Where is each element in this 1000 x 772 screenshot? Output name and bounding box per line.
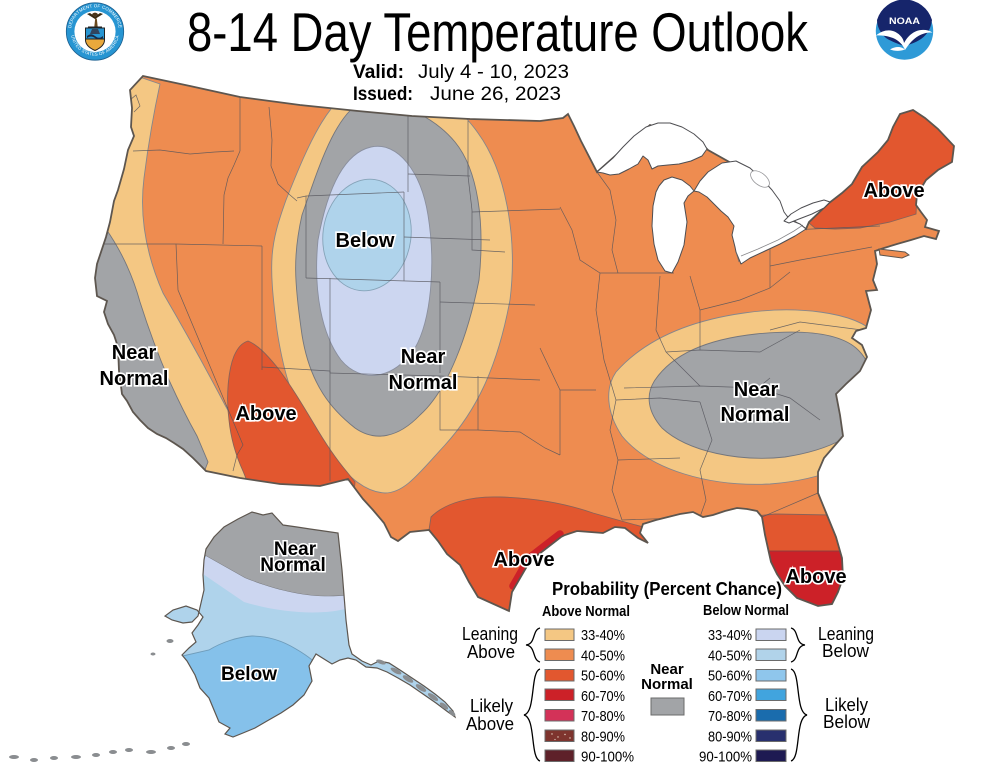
svg-text:Near: Near	[734, 379, 779, 401]
svg-text:60-70%: 60-70%	[581, 688, 625, 705]
svg-text:NOAA: NOAA	[889, 16, 920, 27]
svg-text:70-80%: 70-80%	[708, 708, 752, 725]
svg-text:Above: Above	[493, 549, 554, 571]
svg-text:33-40%: 33-40%	[581, 627, 625, 644]
svg-text:Below: Below	[336, 230, 395, 252]
svg-text:Above: Above	[467, 642, 515, 662]
svg-text:70-80%: 70-80%	[581, 708, 625, 725]
svg-text:Valid:July 4 - 10, 2023: Valid: July 4 - 10, 2023	[353, 62, 569, 83]
svg-text:Above Normal: Above Normal	[542, 603, 630, 620]
svg-text:Normal: Normal	[641, 676, 693, 693]
svg-text:40-50%: 40-50%	[581, 647, 625, 664]
svg-text:Normal: Normal	[389, 372, 458, 394]
svg-text:Near: Near	[112, 342, 157, 364]
svg-text:Below: Below	[823, 712, 871, 732]
svg-text:Near: Near	[401, 346, 446, 368]
svg-text:Below: Below	[822, 641, 870, 661]
svg-text:40-50%: 40-50%	[708, 647, 752, 664]
svg-text:Issued:June 26, 2023: Issued: June 26, 2023	[353, 84, 561, 105]
svg-text:Normal: Normal	[100, 368, 169, 390]
svg-text:60-70%: 60-70%	[708, 688, 752, 705]
svg-text:Likely: Likely	[470, 696, 513, 716]
svg-text:Likely: Likely	[825, 695, 868, 715]
svg-text:Above: Above	[785, 566, 846, 588]
svg-text:Above: Above	[235, 403, 296, 425]
svg-text:80-90%: 80-90%	[708, 728, 752, 745]
svg-text:Leaning: Leaning	[818, 624, 874, 644]
svg-text:Near: Near	[650, 661, 684, 678]
svg-text:33-40%: 33-40%	[708, 627, 752, 644]
svg-text:Below Normal: Below Normal	[703, 602, 789, 619]
svg-text:90-100%: 90-100%	[699, 749, 752, 766]
svg-text:Probability (Percent Chance): Probability (Percent Chance)	[552, 579, 782, 599]
svg-text:8-14 Day Temperature Outlook: 8-14 Day Temperature Outlook	[187, 1, 808, 63]
svg-text:Near: Near	[274, 539, 317, 560]
svg-text:Normal: Normal	[260, 555, 325, 576]
svg-text:50-60%: 50-60%	[708, 668, 752, 685]
svg-text:50-60%: 50-60%	[581, 668, 625, 685]
svg-text:Above: Above	[466, 714, 514, 734]
svg-text:Leaning: Leaning	[462, 624, 518, 644]
svg-text:Normal: Normal	[721, 404, 790, 426]
svg-text:Above: Above	[863, 180, 924, 202]
svg-text:80-90%: 80-90%	[581, 728, 625, 745]
svg-text:Below: Below	[221, 664, 277, 685]
svg-text:90-100%: 90-100%	[581, 749, 634, 766]
